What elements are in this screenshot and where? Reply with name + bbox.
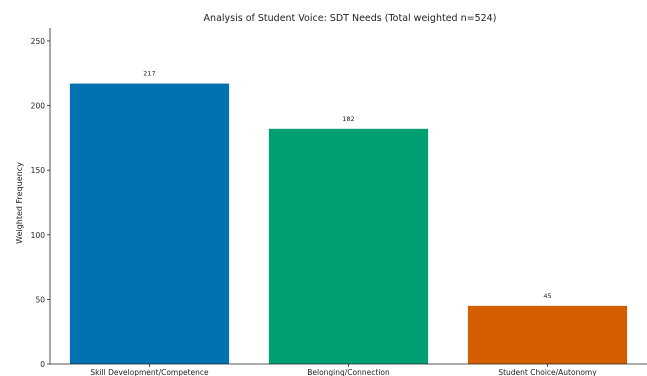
bar-1 <box>268 128 429 364</box>
bar-0 <box>69 83 230 365</box>
x-tick-label-2: Student Choice/Autonomy <box>498 368 597 376</box>
y-tick-label-2: 100 <box>31 231 46 240</box>
y-tick-label-3: 150 <box>31 166 46 175</box>
data-label-2: 45 <box>543 292 551 300</box>
data-labels-group: 217 182 45 <box>143 70 551 300</box>
data-label-0: 217 <box>143 70 155 78</box>
x-tick-label-1: Belonging/Connection <box>307 368 390 376</box>
bar-2 <box>467 305 628 364</box>
bars-group <box>69 83 628 365</box>
data-label-1: 182 <box>342 115 354 123</box>
y-tick-label-4: 200 <box>31 102 46 111</box>
y-tick-label-1: 50 <box>35 295 45 304</box>
y-axis-ticks: 0 50 100 150 200 250 <box>31 37 50 369</box>
chart-title: Analysis of Student Voice: SDT Needs (To… <box>204 13 497 24</box>
x-axis-ticks: Skill Development/Competence Belonging/Co… <box>90 364 597 376</box>
x-tick-label-0: Skill Development/Competence <box>90 368 209 376</box>
y-axis-label: Weighted Frequency <box>15 162 24 244</box>
y-tick-label-0: 0 <box>40 360 45 369</box>
y-tick-label-5: 250 <box>31 37 46 46</box>
